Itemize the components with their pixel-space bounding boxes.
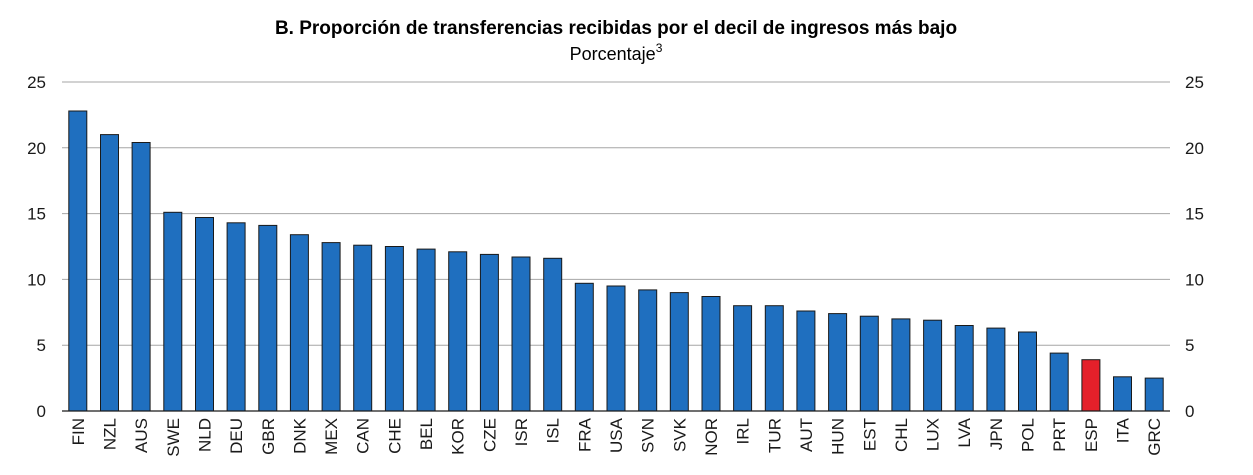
bar-nld	[195, 217, 214, 412]
x-tick-label-nzl: NZL	[101, 418, 120, 450]
y-tick-label-right: 25	[1185, 73, 1204, 92]
x-tick-label-hun: HUN	[829, 418, 848, 455]
bar-isr	[511, 256, 531, 412]
x-tick-label-kor: KOR	[449, 418, 468, 455]
x-tick-label-prt: PRT	[1050, 418, 1069, 452]
chart-subtitle-text: Porcentaje	[570, 44, 656, 64]
x-tick-label-isr: ISR	[512, 418, 531, 446]
bar-cze	[479, 253, 499, 412]
bar-lva	[954, 325, 974, 412]
bar-deu	[226, 222, 246, 412]
x-tick-label-fra: FRA	[575, 417, 594, 452]
chart-subtitle-footnote: 3	[656, 41, 663, 55]
x-tick-label-aus: AUS	[132, 418, 151, 453]
x-tick-label-cze: CZE	[480, 418, 499, 452]
y-tick-label-left: 25	[27, 73, 46, 92]
x-tick-label-isl: ISL	[544, 418, 563, 444]
x-tick-label-nld: NLD	[196, 418, 215, 452]
bar-swe	[163, 211, 183, 412]
bar-esp	[1081, 359, 1101, 412]
x-tick-label-pol: POL	[1019, 418, 1038, 452]
bars	[68, 110, 1164, 412]
x-axis-labels: FIN NZL AUS SWE NLD DEU GBR DNK MEX CAN CHE BEL KOR C…	[69, 417, 1164, 456]
x-tick-label-fin: FIN	[69, 418, 88, 445]
bar-usa	[606, 285, 626, 412]
bar-che	[384, 246, 404, 412]
y-tick-label-right: 5	[1185, 336, 1194, 355]
bar-svk	[669, 292, 689, 412]
x-tick-label-ita: ITA	[1114, 417, 1133, 443]
bar-pol	[1018, 331, 1037, 412]
bar-fin	[68, 110, 88, 412]
bar-mex	[321, 242, 341, 412]
x-tick-label-gbr: GBR	[259, 418, 278, 455]
bar-can	[353, 244, 373, 412]
x-tick-label-dnk: DNK	[290, 417, 309, 454]
chart-title: B. Proporción de transferencias recibida…	[275, 18, 957, 39]
bar-est	[859, 315, 879, 412]
bar-svn	[638, 289, 658, 412]
bar-kor	[448, 251, 468, 412]
x-tick-label-deu: DEU	[227, 418, 246, 454]
x-tick-label-aut: AUT	[797, 418, 816, 452]
y-tick-label-right: 10	[1185, 270, 1204, 289]
chart-subtitle: Porcentaje3	[570, 41, 663, 64]
bar-aut	[796, 310, 816, 412]
y-tick-label-left: 5	[37, 336, 46, 355]
bar-nzl	[100, 134, 119, 412]
x-tick-label-jpn: JPN	[987, 418, 1006, 450]
x-tick-label-grc: GRC	[1145, 418, 1164, 456]
x-tick-label-can: CAN	[354, 418, 373, 454]
bar-aus	[131, 142, 151, 412]
bar-gbr	[258, 224, 278, 412]
bar-fra	[574, 282, 594, 412]
x-tick-label-mex: MEX	[322, 418, 341, 455]
x-tick-label-usa: USA	[607, 417, 626, 453]
bar-prt	[1049, 352, 1069, 412]
x-tick-label-chl: CHL	[892, 418, 911, 452]
x-tick-label-nor: NOR	[702, 418, 721, 456]
y-axis-left: 0 5 10 15 20 25	[27, 73, 46, 421]
x-tick-label-lux: LUX	[924, 418, 943, 451]
y-axis-right: 0 5 10 15 20 25	[1185, 73, 1204, 421]
bar-ita	[1113, 376, 1132, 412]
bar-dnk	[289, 234, 309, 412]
bar-grc	[1144, 377, 1164, 412]
bar-nor	[701, 296, 721, 412]
y-tick-label-right: 20	[1185, 139, 1204, 158]
y-tick-label-right: 0	[1185, 402, 1194, 421]
x-tick-label-tur: TUR	[765, 418, 784, 453]
bar-bel	[416, 248, 436, 412]
bar-jpn	[986, 327, 1006, 412]
y-tick-label-left: 10	[27, 270, 46, 289]
x-tick-label-svn: SVN	[639, 418, 658, 453]
x-tick-label-irl: IRL	[734, 418, 753, 444]
x-tick-label-swe: SWE	[164, 418, 183, 457]
x-tick-label-bel: BEL	[417, 418, 436, 450]
y-tick-label-right: 15	[1185, 205, 1204, 224]
x-tick-label-lva: LVA	[955, 417, 974, 447]
x-tick-label-est: EST	[860, 418, 879, 451]
bar-irl	[733, 305, 753, 412]
bar-hun	[828, 313, 848, 412]
x-tick-label-che: CHE	[385, 418, 404, 454]
bar-lux	[923, 319, 943, 412]
y-tick-label-left: 15	[27, 205, 46, 224]
x-tick-label-esp: ESP	[1082, 418, 1101, 452]
bar-chl	[891, 318, 911, 412]
y-tick-label-left: 20	[27, 139, 46, 158]
y-tick-label-left: 0	[37, 402, 46, 421]
gridlines	[62, 81, 1170, 346]
bar-tur	[764, 305, 784, 412]
x-tick-label-svk: SVK	[670, 417, 689, 452]
bar-isl	[543, 257, 563, 412]
